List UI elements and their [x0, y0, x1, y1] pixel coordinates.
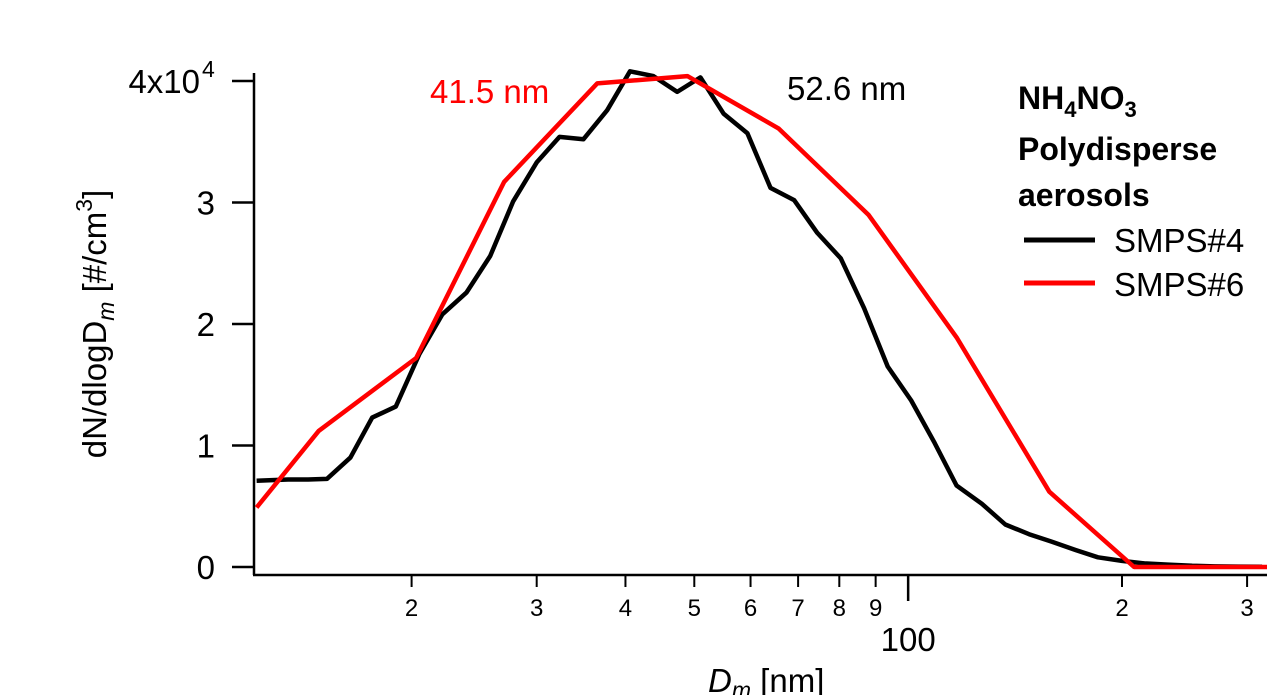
y-tick-label: 4x10 [128, 63, 200, 100]
y-axis-label: dN/dlogDm [#/cm3] [71, 190, 119, 459]
y-tick-label-exponent: 4 [202, 56, 215, 82]
x-minor-tick-label: 5 [688, 595, 701, 622]
legend-title-line3: aerosols [1018, 177, 1150, 213]
x-minor-tick-label: 8 [833, 595, 846, 622]
legend-title-formula: NH4NO3 [1018, 80, 1137, 122]
legend: NH4NO3 Polydisperse aerosols SMPS#4 SMPS… [1018, 80, 1244, 303]
x-minor-tick-label: 3 [530, 595, 543, 622]
y-axis-label-text: dN/dlogD [76, 321, 113, 459]
x-axis-label-sub: m [732, 677, 751, 695]
peak-annotation-smps4: 52.6 nm [787, 70, 906, 107]
y-axis-label-sub: m [93, 302, 119, 321]
y-axis-label-sup: 3 [71, 199, 97, 212]
x-minor-tick-label: 9 [869, 595, 882, 622]
x-minor-tick-label: 4 [619, 595, 632, 622]
x-axis-label-unit: [nm] [751, 662, 824, 695]
x-minor-tick-label: 3 [1240, 595, 1253, 622]
x-minor-tick-label: 6 [744, 595, 757, 622]
x-major-tick-label: 100 [881, 621, 936, 658]
legend-formula-nh: NH [1018, 80, 1064, 116]
y-tick-label: 3 [197, 185, 215, 222]
x-minor-tick-label: 2 [1115, 595, 1128, 622]
legend-label-smps6: SMPS#6 [1114, 266, 1244, 303]
legend-formula-no: NO [1076, 80, 1124, 116]
y-axis-label-unit: [#/cm [76, 212, 113, 302]
peak-annotation-smps6: 41.5 nm [430, 73, 549, 110]
series-line-smps6 [254, 73, 1267, 570]
series-group [254, 69, 1267, 570]
y-axis-label-close: ] [76, 190, 113, 199]
legend-label-smps4: SMPS#4 [1114, 222, 1244, 259]
y-tick-label: 0 [197, 549, 215, 586]
x-minor-tick-label: 2 [405, 595, 418, 622]
x-minor-tick-label: 7 [791, 595, 804, 622]
legend-formula-sub4: 4 [1064, 97, 1077, 122]
y-tick-label: 1 [197, 428, 215, 465]
legend-formula-sub3: 3 [1124, 97, 1136, 122]
x-axis-label: Dm [nm] [708, 662, 824, 695]
x-axis-label-text: D [708, 662, 732, 695]
y-tick-label: 2 [197, 306, 215, 343]
legend-title-line2: Polydisperse [1018, 131, 1217, 167]
